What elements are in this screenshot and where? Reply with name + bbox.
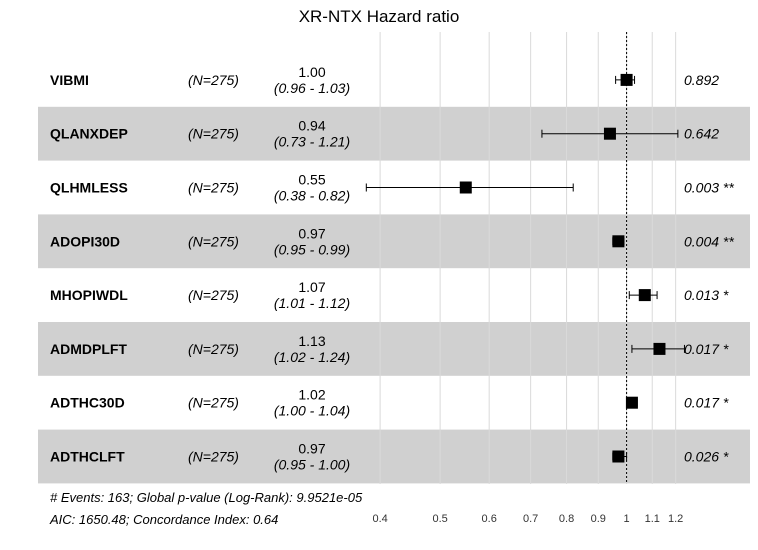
p-value-label: 0.004 ** [684,233,734,249]
hr-point [638,289,651,302]
hr-point [653,342,666,355]
x-tick-label: 0.7 [523,513,538,525]
p-value-label: 0.017 * [684,341,729,357]
hr-point [612,235,625,248]
x-tick-label: 0.8 [559,513,574,525]
hr-point [603,127,616,140]
x-tick-label: 1 [624,513,630,525]
hr-label: 0.55 [298,172,325,188]
forest-row: ADMDPLFT (N=275) 1.13(1.02 - 1.24) 0.017 * [50,333,729,365]
hr-label: 1.13 [298,333,325,349]
forest-row: VIBMI (N=275) 1.00(0.96 - 1.03) 0.892 [50,64,719,96]
ci-label: (0.73 - 1.21) [274,134,350,150]
hr-label: 0.97 [298,225,325,241]
forest-row: ADTHCLFT (N=275) 0.97(0.95 - 1.00) 0.026 * [50,441,729,473]
hr-point [620,73,633,86]
forest-row: QLHMLESS (N=275) 0.55(0.38 - 0.82) 0.003 ** [50,172,734,204]
hr-label: 1.02 [298,387,325,403]
hr-point [459,181,472,194]
n-label: (N=275) [188,233,239,249]
n-label: (N=275) [188,72,239,88]
x-tick-label: 0.4 [372,513,387,525]
variable-label: VIBMI [50,72,89,88]
hr-label: 1.07 [298,279,325,295]
n-label: (N=275) [188,126,239,142]
hr-label: 0.94 [298,118,325,134]
p-value-label: 0.026 * [684,449,729,465]
ci-label: (1.00 - 1.04) [274,403,350,419]
footer-events: # Events: 163; Global p-value (Log-Rank)… [50,490,363,505]
variable-label: QLHMLESS [50,180,128,196]
hr-point [612,450,625,463]
p-value-label: 0.642 [684,126,719,142]
ci-label: (1.02 - 1.24) [274,349,350,365]
variable-label: ADMDPLFT [50,341,127,357]
footer-aic: AIC: 1650.48; Concordance Index: 0.64 [49,512,278,527]
forest-row: ADOPI30D (N=275) 0.97(0.95 - 0.99) 0.004 ** [50,225,734,257]
x-tick-label: 0.9 [591,513,606,525]
x-tick-label: 1.1 [645,513,660,525]
n-label: (N=275) [188,287,239,303]
ci-label: (0.38 - 0.82) [274,188,350,204]
forest-rows: VIBMI (N=275) 1.00(0.96 - 1.03) 0.892 QLANXD… [50,64,734,473]
x-axis-ticks: 0.4 0.5 0.6 0.7 0.8 0.9 1 1.1 1.2 [372,513,683,525]
ci-label: (0.95 - 1.00) [274,457,350,473]
x-tick-label: 0.6 [482,513,497,525]
hr-point [625,396,638,409]
x-tick-label: 1.2 [668,513,683,525]
row-band [38,214,750,269]
variable-label: ADTHCLFT [50,449,125,465]
n-label: (N=275) [188,341,239,357]
ci-label: (0.96 - 1.03) [274,80,350,96]
variable-label: ADOPI30D [50,233,120,249]
p-value-label: 0.892 [684,72,719,88]
forest-row: ADTHC30D (N=275) 1.02(1.00 - 1.04) 0.017 * [50,387,729,419]
p-value-label: 0.003 ** [684,180,734,196]
ci-label: (1.01 - 1.12) [274,295,350,311]
row-bands [38,106,750,484]
variable-label: MHOPIWDL [50,287,128,303]
row-band [38,429,750,484]
n-label: (N=275) [188,449,239,465]
chart-title: XR-NTX Hazard ratio [299,7,460,26]
hr-label: 1.00 [298,64,325,80]
x-tick-label: 0.5 [432,513,447,525]
n-label: (N=275) [188,180,239,196]
n-label: (N=275) [188,395,239,411]
p-value-label: 0.013 * [684,287,729,303]
variable-label: ADTHC30D [50,395,125,411]
forest-row: MHOPIWDL (N=275) 1.07(1.01 - 1.12) 0.013 * [50,279,729,311]
hr-label: 0.97 [298,441,325,457]
p-value-label: 0.017 * [684,395,729,411]
variable-label: QLANXDEP [50,126,128,142]
ci-label: (0.95 - 0.99) [274,241,350,257]
forest-row: QLANXDEP (N=275) 0.94(0.73 - 1.21) 0.642 [50,118,719,150]
row-band [38,322,750,376]
